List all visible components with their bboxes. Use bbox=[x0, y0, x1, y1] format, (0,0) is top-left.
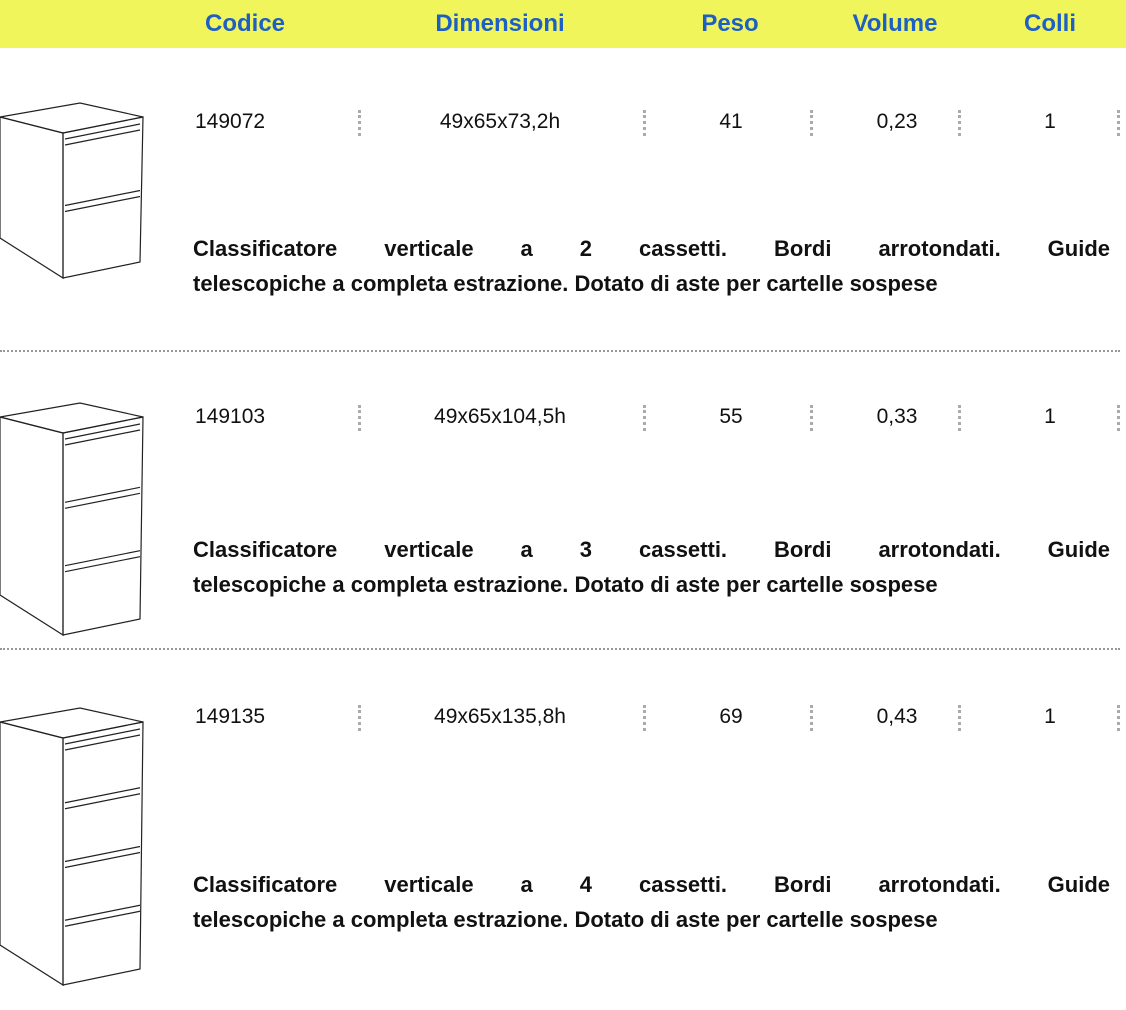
product-image bbox=[0, 402, 144, 637]
drawer-line bbox=[64, 550, 141, 567]
drawer-line bbox=[64, 851, 141, 869]
weight: 55 bbox=[719, 405, 743, 428]
column-separator bbox=[958, 405, 961, 431]
description: Classificatore verticale a 2 cassetti. B… bbox=[193, 231, 1110, 301]
front bbox=[62, 721, 144, 986]
column-separator bbox=[810, 110, 813, 136]
row-divider bbox=[0, 350, 1120, 352]
column-separator bbox=[1117, 405, 1120, 431]
drawer-line bbox=[64, 195, 141, 213]
column-separator bbox=[810, 705, 813, 731]
side bbox=[0, 416, 64, 637]
column-separator bbox=[358, 110, 361, 136]
column-header: Volume bbox=[852, 10, 938, 37]
drawer-line bbox=[64, 904, 141, 921]
drawer-line bbox=[64, 429, 141, 446]
column-header: Codice bbox=[204, 10, 286, 37]
column-separator bbox=[958, 705, 961, 731]
dimensions: 49x65x135,8h bbox=[434, 705, 566, 728]
column-separator bbox=[1117, 705, 1120, 731]
side bbox=[0, 116, 64, 280]
drawer-line bbox=[64, 793, 141, 810]
column-separator bbox=[643, 405, 646, 431]
drawer-line bbox=[64, 556, 141, 573]
top bbox=[0, 707, 144, 739]
volume: 0,23 bbox=[876, 110, 918, 133]
front bbox=[62, 116, 144, 279]
column-separator bbox=[358, 405, 361, 431]
drawer-line bbox=[64, 189, 141, 207]
drawer-line bbox=[64, 728, 141, 745]
packages: 1 bbox=[1044, 705, 1056, 728]
column-separator bbox=[643, 110, 646, 136]
packages: 1 bbox=[1044, 405, 1056, 428]
description-line: Classificatore verticale a 4 cassetti. B… bbox=[193, 872, 1110, 897]
packages: 1 bbox=[1044, 110, 1056, 133]
product-image bbox=[0, 707, 144, 987]
dimensions: 49x65x73,2h bbox=[439, 110, 561, 133]
drawer-line bbox=[64, 486, 141, 503]
row-divider bbox=[0, 648, 1120, 650]
code: 149135 bbox=[195, 705, 266, 728]
description: Classificatore verticale a 3 cassetti. B… bbox=[193, 532, 1110, 602]
column-header: Dimensioni bbox=[435, 10, 565, 37]
header-bar bbox=[0, 0, 1126, 48]
drawer-line bbox=[64, 910, 141, 927]
drawer-line bbox=[64, 123, 141, 140]
drawer-line bbox=[64, 734, 141, 751]
description-line: telescopiche a completa estrazione. Dota… bbox=[193, 907, 938, 932]
column-separator bbox=[358, 705, 361, 731]
side bbox=[0, 721, 64, 987]
weight: 41 bbox=[719, 110, 743, 133]
dimensions: 49x65x104,5h bbox=[434, 405, 566, 428]
code: 149103 bbox=[195, 405, 266, 428]
top bbox=[0, 402, 144, 434]
description: Classificatore verticale a 4 cassetti. B… bbox=[193, 867, 1110, 937]
description-line: telescopiche a completa estrazione. Dota… bbox=[193, 271, 938, 296]
drawer-line bbox=[64, 129, 141, 146]
column-separator bbox=[810, 405, 813, 431]
drawer-line bbox=[64, 492, 141, 509]
volume: 0,43 bbox=[876, 705, 918, 728]
column-separator bbox=[1117, 110, 1120, 136]
column-header: Peso bbox=[701, 10, 759, 37]
column-separator bbox=[958, 110, 961, 136]
product-image bbox=[0, 102, 144, 280]
column-header: Colli bbox=[1024, 10, 1076, 37]
weight: 69 bbox=[719, 705, 743, 728]
code: 149072 bbox=[195, 110, 266, 133]
description-line: telescopiche a completa estrazione. Dota… bbox=[193, 572, 938, 597]
description-line: Classificatore verticale a 3 cassetti. B… bbox=[193, 537, 1110, 562]
drawer-line bbox=[64, 423, 141, 440]
description-line: Classificatore verticale a 2 cassetti. B… bbox=[193, 236, 1110, 261]
volume: 0,33 bbox=[876, 405, 918, 428]
drawer-line bbox=[64, 845, 141, 863]
column-separator bbox=[643, 705, 646, 731]
top bbox=[0, 102, 144, 134]
drawer-line bbox=[64, 787, 141, 804]
front bbox=[62, 416, 144, 636]
